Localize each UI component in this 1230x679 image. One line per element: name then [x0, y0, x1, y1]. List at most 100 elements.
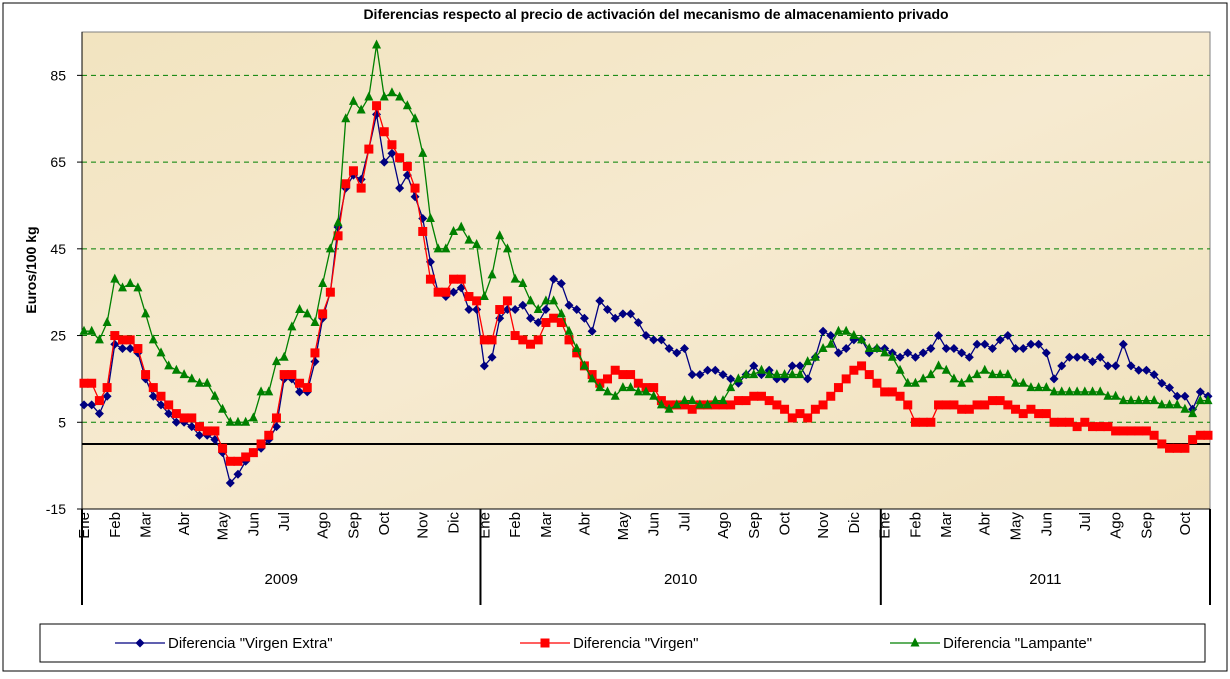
data-point	[425, 212, 435, 222]
data-point	[1195, 387, 1205, 397]
x-tick-label: Abr	[977, 512, 994, 535]
data-point	[433, 243, 443, 253]
data-point	[803, 374, 813, 384]
data-point	[1203, 395, 1213, 405]
data-point	[495, 230, 505, 240]
data-point	[141, 308, 151, 318]
data-point	[264, 386, 274, 396]
group-label: 2010	[664, 571, 697, 588]
data-point	[295, 378, 305, 388]
data-point	[287, 370, 297, 380]
data-point	[718, 400, 728, 410]
data-point	[749, 361, 759, 371]
x-tick-label: Ene	[76, 512, 93, 539]
data-point	[972, 400, 982, 410]
data-point	[949, 373, 959, 383]
data-point	[1018, 377, 1028, 387]
data-point	[741, 369, 751, 379]
data-point	[641, 386, 651, 396]
data-point	[918, 373, 928, 383]
data-point	[1141, 365, 1151, 375]
x-tick-label: Dic	[846, 512, 863, 534]
data-point	[526, 313, 536, 323]
x-tick-label: Oct	[1177, 511, 1194, 535]
data-point	[695, 399, 705, 409]
data-point	[864, 343, 874, 353]
data-point	[1080, 386, 1090, 396]
data-point	[610, 313, 620, 323]
data-point	[579, 360, 589, 370]
data-point	[1003, 369, 1013, 379]
data-point	[187, 373, 197, 383]
plot-area	[81, 31, 1211, 510]
data-point	[810, 404, 820, 414]
data-point	[271, 356, 281, 366]
data-point	[1180, 443, 1190, 453]
data-point	[456, 221, 466, 231]
data-point	[1134, 395, 1144, 405]
data-point	[964, 373, 974, 383]
y-tick-label: 65	[50, 154, 66, 170]
data-point	[449, 225, 459, 235]
data-point	[325, 243, 335, 253]
data-point	[880, 387, 890, 397]
data-point	[348, 166, 358, 176]
data-point	[964, 404, 974, 414]
data-point	[941, 400, 951, 410]
x-tick-label: Mar	[538, 512, 555, 538]
data-point	[910, 417, 920, 427]
x-tick-label: May	[1008, 512, 1025, 541]
data-point	[241, 416, 251, 426]
x-tick-label: Jun	[646, 512, 663, 536]
data-point	[556, 318, 566, 328]
data-point	[356, 104, 366, 114]
data-point	[117, 335, 127, 345]
data-point	[549, 295, 559, 305]
data-point	[348, 95, 358, 105]
data-point	[649, 390, 659, 400]
data-point	[518, 300, 528, 310]
data-point	[756, 364, 766, 374]
data-point	[402, 100, 412, 110]
data-point	[987, 369, 997, 379]
data-point	[464, 292, 474, 302]
data-point	[549, 313, 559, 323]
data-point	[1041, 348, 1051, 358]
data-point	[79, 325, 89, 335]
data-point	[441, 243, 451, 253]
data-point	[587, 373, 597, 383]
data-point	[1064, 417, 1074, 427]
data-point	[603, 374, 613, 384]
data-point	[910, 377, 920, 387]
data-point	[772, 400, 782, 410]
data-point	[895, 352, 905, 362]
data-point	[194, 377, 204, 387]
data-point	[864, 370, 874, 380]
x-tick-label: Oct	[376, 511, 393, 535]
data-point	[1011, 404, 1021, 414]
data-point	[772, 369, 782, 379]
data-point	[749, 391, 759, 401]
data-point	[1011, 377, 1021, 387]
data-point	[603, 305, 613, 315]
data-point	[610, 365, 620, 375]
data-point	[1034, 409, 1044, 419]
data-point	[379, 157, 389, 167]
data-point	[1195, 430, 1205, 440]
legend-label: Diferencia "Virgen Extra"	[168, 635, 333, 652]
data-point	[94, 396, 104, 406]
data-point	[479, 361, 489, 371]
x-tick-label: Sep	[1138, 512, 1155, 539]
data-point	[125, 344, 135, 354]
data-point	[1003, 331, 1013, 341]
data-point	[526, 295, 536, 305]
data-point	[872, 343, 882, 353]
data-point	[1057, 361, 1067, 371]
data-point	[495, 305, 505, 315]
data-point	[818, 326, 828, 336]
data-point	[117, 344, 127, 354]
data-point	[171, 409, 181, 419]
data-point	[1118, 395, 1128, 405]
data-point	[687, 404, 697, 414]
data-point	[972, 339, 982, 349]
